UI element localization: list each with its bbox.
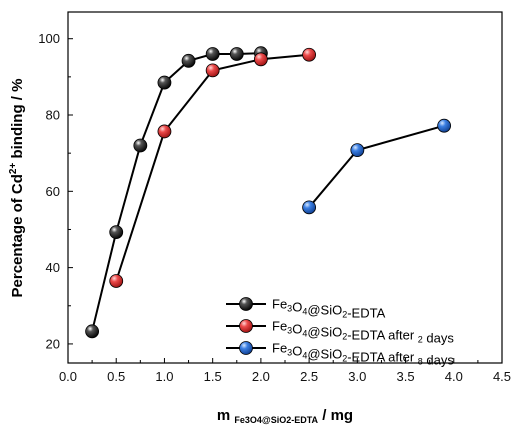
data-point-series-2 [350,143,365,158]
x-tick-label: 2.5 [300,369,318,384]
data-point-series-1 [157,124,172,139]
data-point-series-1 [302,47,317,62]
legend-marker [239,297,253,311]
y-tick-label: 20 [46,336,60,351]
data-point-series-2 [437,118,452,133]
x-tick-label: 3.5 [397,369,415,384]
data-point-series-1 [253,52,268,67]
data-point-series-0 [157,75,172,90]
data-point-series-0 [133,138,148,153]
legend-marker [239,319,253,333]
data-point-series-0 [205,47,220,61]
data-point-series-0 [109,225,124,240]
x-tick-label: 0.5 [107,369,125,384]
y-axis-title: Percentage of Cd2+ binding / % [8,79,26,298]
legend-label: Fe3O4@SiO2-EDTA after 8 days [272,341,454,368]
x-tick-label: 4.5 [493,369,511,384]
series-line-0 [91,52,261,332]
y-axis-title-main: Percentage of Cd [9,174,26,297]
legend-marker [239,341,253,355]
x-axis-title-unit: / mg [318,407,353,424]
legend-label: Fe3O4@SiO2-EDTA after 2 days [272,319,454,346]
x-axis-title-main: m [217,407,230,424]
legend-label: Fe3O4@SiO2-EDTA [272,297,386,321]
data-point-series-2 [302,200,317,215]
y-tick-label: 100 [38,31,60,46]
axis-ticks: 0.0 0.5 1.0 1.5 2.0 2.5 3.0 3.5 4.0 4.5 20 40 60 80 10… [38,31,511,384]
data-point-series-1 [205,63,220,78]
x-tick-label: 0.0 [59,369,77,384]
y-tick-label: 40 [46,260,60,275]
y-axis-title-rest: binding / % [9,79,26,163]
data-point-series-0 [229,47,244,61]
series-line-1 [115,53,310,282]
x-axis-title: m Fe3O4@SiO2-EDTA / mg [217,407,353,425]
series-lines [91,52,445,332]
y-axis-title-sup: 2+ [8,163,19,175]
svg-text:Percentage of Cd2+ binding / %: Percentage of Cd2+ binding / % [8,79,26,298]
data-point-series-1 [109,274,124,288]
data-point-series-0 [181,53,196,68]
y-tick-label: 80 [46,108,60,123]
x-tick-label: 4.0 [445,369,463,384]
x-tick-label: 3.0 [348,369,366,384]
x-axis-title-sub: Fe3O4@SiO2-EDTA [234,415,318,425]
data-point-series-0 [85,324,100,339]
x-tick-label: 2.0 [252,369,270,384]
x-tick-label: 1.0 [155,369,173,384]
series-points [85,46,452,339]
series-line-2 [308,124,445,208]
y-tick-label: 60 [46,184,60,199]
x-tick-label: 1.5 [204,369,222,384]
